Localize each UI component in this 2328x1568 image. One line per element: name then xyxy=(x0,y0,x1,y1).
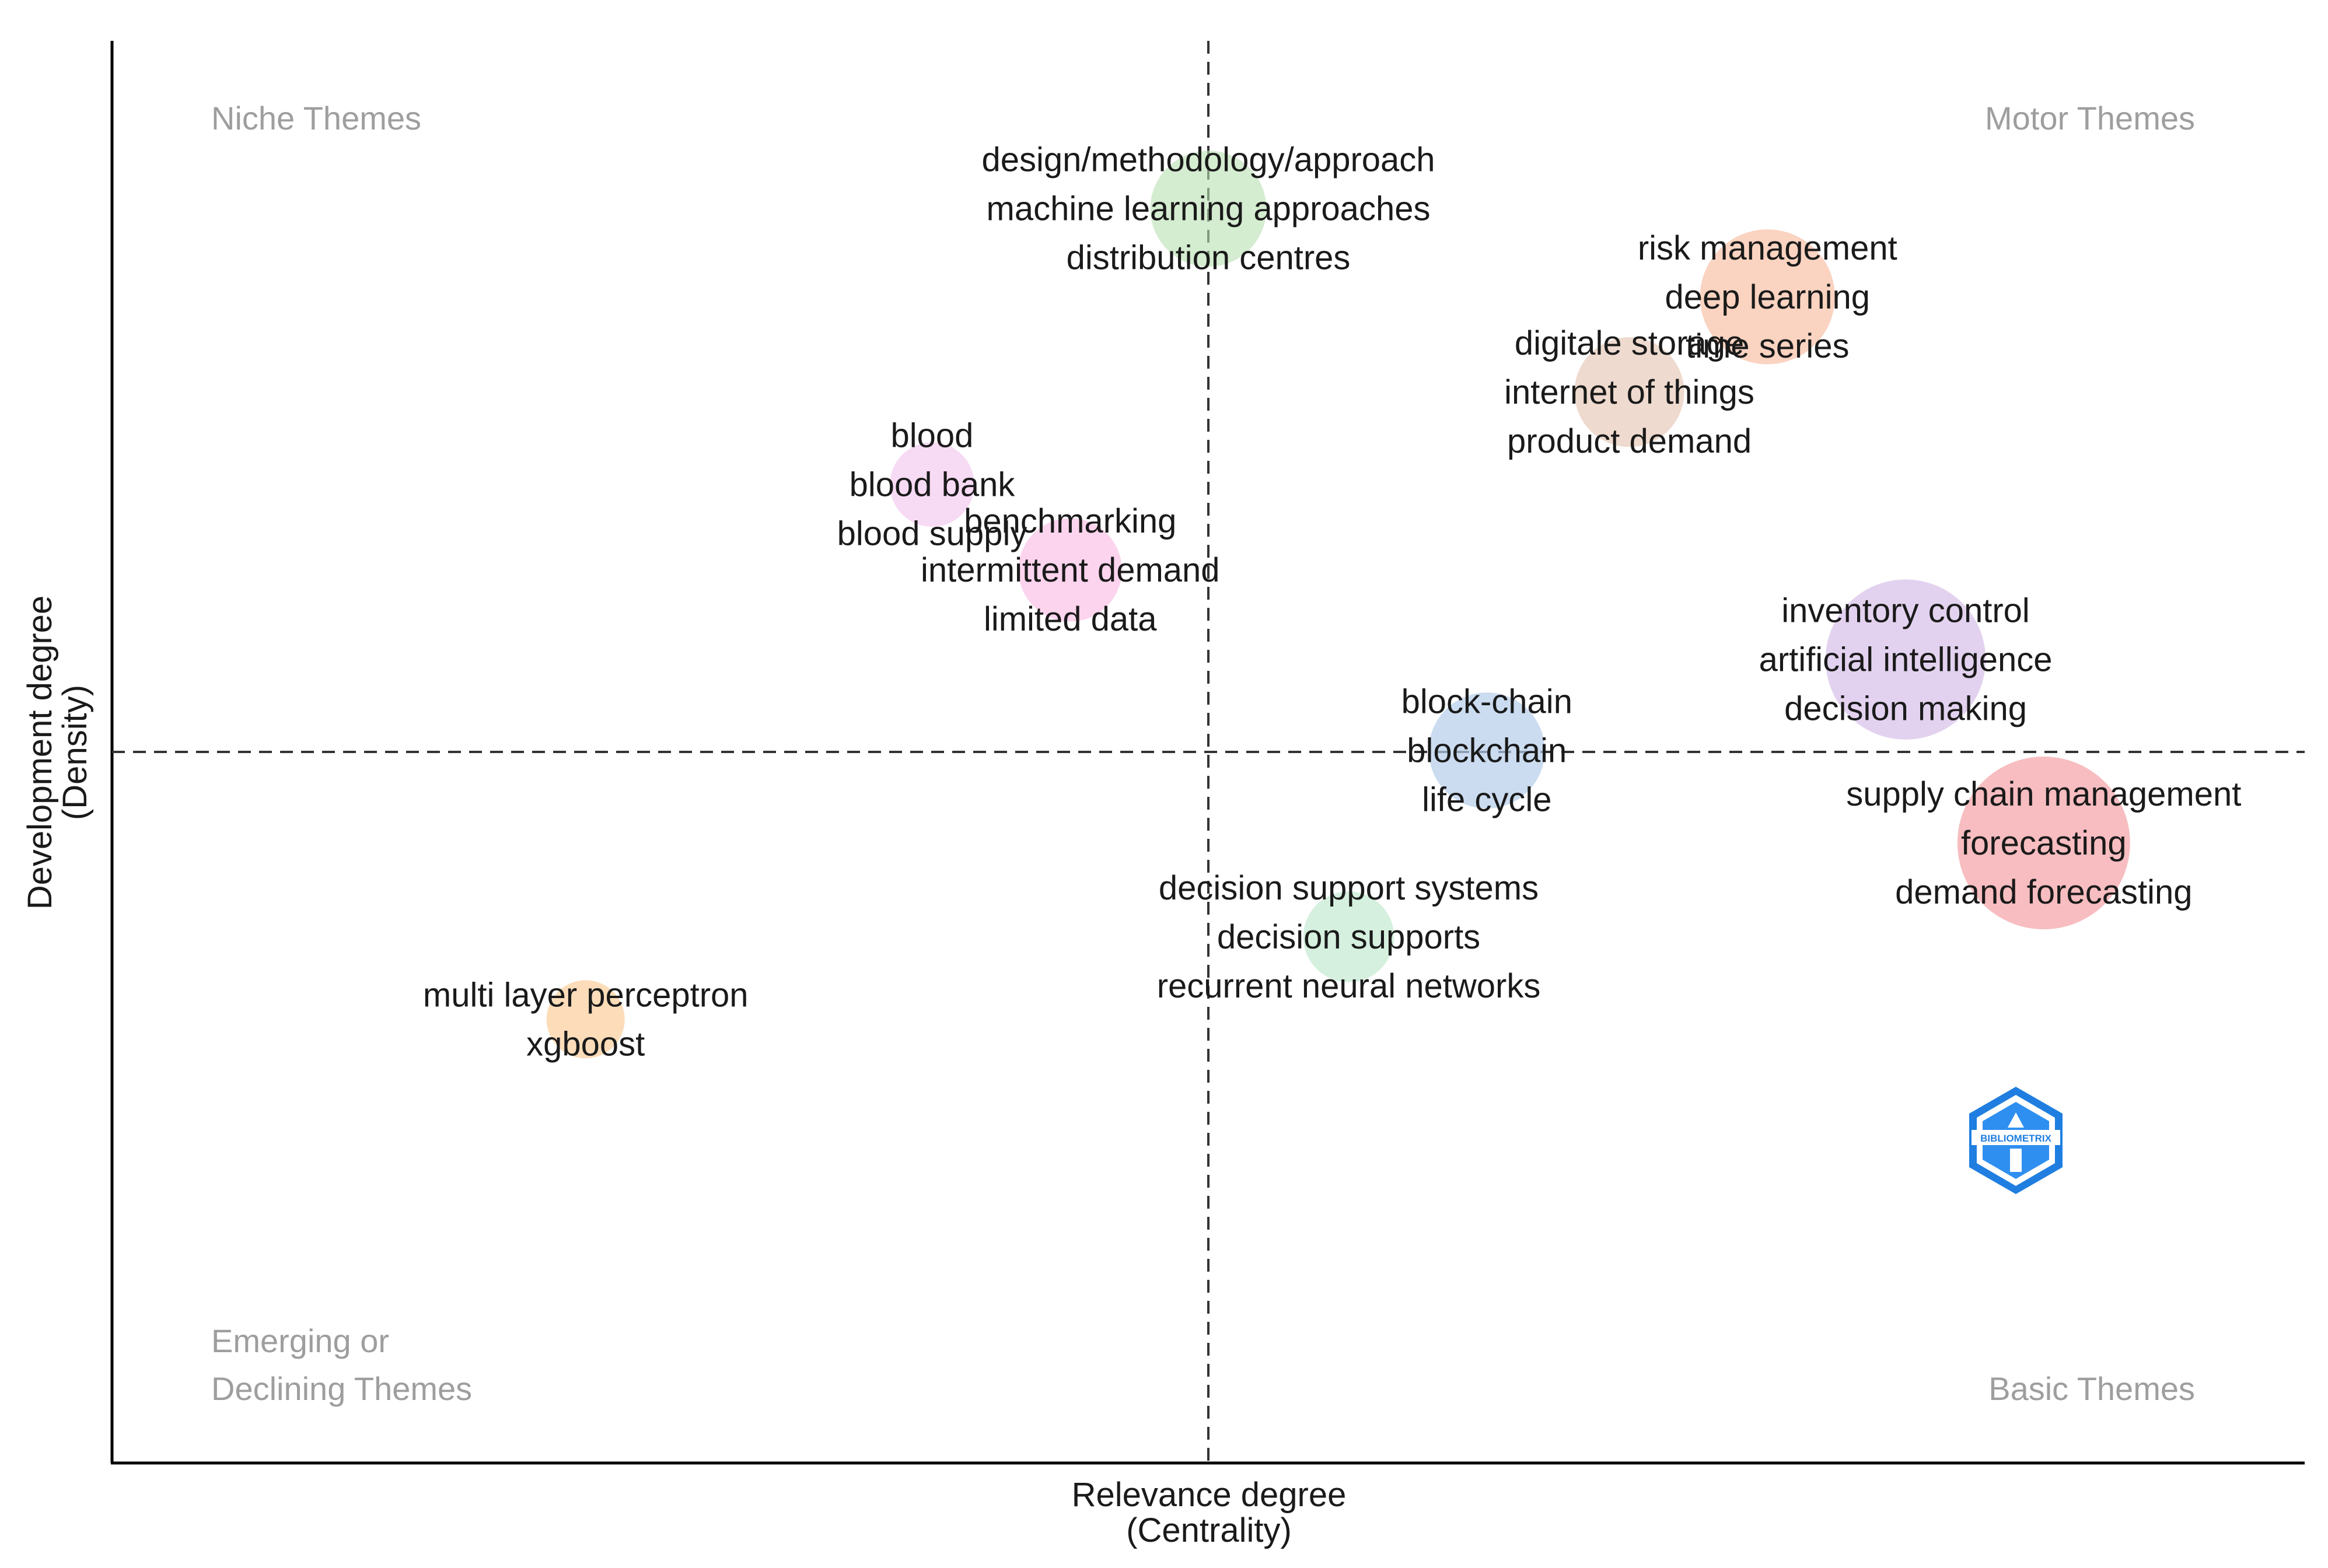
cluster-6-label-1: blockchain xyxy=(1407,732,1567,770)
logo-lighthouse-top xyxy=(2008,1112,2024,1128)
cluster-bubble-4 xyxy=(1018,518,1122,622)
cluster-4-label-2: limited data xyxy=(984,600,1157,638)
cluster-7-label-1: forecasting xyxy=(1961,824,2127,862)
cluster-4-label-1: intermittent demand xyxy=(921,551,1220,589)
cluster-bubble-3 xyxy=(890,442,974,527)
y-axis-subtitle: (Density) xyxy=(56,685,94,820)
logo-lighthouse xyxy=(2010,1149,2022,1172)
bubble-layer xyxy=(546,150,2130,1059)
cluster-6-label-0: block-chain xyxy=(1401,683,1572,721)
cluster-0-label-2: distribution centres xyxy=(1067,239,1351,277)
quadrant-label-emerging-line1: Emerging or xyxy=(211,1322,389,1359)
cluster-3-label-0: blood xyxy=(891,417,974,455)
cluster-8-label-0: decision support systems xyxy=(1159,869,1539,907)
cluster-bubble-5 xyxy=(1825,579,1986,740)
cluster-8-label-2: recurrent neural networks xyxy=(1157,967,1541,1005)
cluster-0-label-1: machine learning approaches xyxy=(987,190,1431,228)
cluster-4-label-0: benchmarking xyxy=(964,502,1176,540)
bibliometrix-logo: BIBLIOMETRIX xyxy=(1969,1087,2063,1194)
cluster-8-label-1: decision supports xyxy=(1217,918,1480,956)
cluster-bubble-7 xyxy=(1957,757,2130,930)
cluster-5-label-1: artificial intelligence xyxy=(1759,641,2053,679)
quadrant-label-basic: Basic Themes xyxy=(1988,1370,2195,1407)
cluster-2-label-1: internet of things xyxy=(1504,373,1754,411)
quadrant-label-emerging-line2: Declining Themes xyxy=(211,1370,472,1407)
cluster-6-label-2: life cycle xyxy=(1422,781,1551,819)
cluster-5-label-0: inventory control xyxy=(1781,592,2030,630)
cluster-9-label-1: xgboost xyxy=(526,1025,645,1063)
cluster-bubble-6 xyxy=(1428,692,1545,808)
cluster-0-label-0: design/methodology/approach xyxy=(981,141,1435,179)
y-axis-title: Development degree xyxy=(21,596,59,909)
cluster-7-label-0: supply chain management xyxy=(1846,775,2241,813)
cluster-3-label-2: blood supply xyxy=(837,515,1027,553)
cluster-bubble-0 xyxy=(1150,150,1267,267)
cluster-bubble-1 xyxy=(1700,229,1835,365)
cluster-9-label-0: multi layer perceptron xyxy=(423,976,749,1014)
logo-banner xyxy=(1972,1130,2060,1145)
cluster-bubble-2 xyxy=(1574,337,1684,447)
cluster-1-label-2: time series xyxy=(1686,327,1849,365)
cluster-7-label-2: demand forecasting xyxy=(1895,873,2192,911)
cluster-1-label-1: deep learning xyxy=(1665,278,1871,316)
x-axis-subtitle: (Centrality) xyxy=(1126,1511,1292,1549)
cluster-2-label-0: digitale storage xyxy=(1515,324,1744,362)
logo-text: BIBLIOMETRIX xyxy=(1980,1133,2051,1144)
quadrant-label-niche: Niche Themes xyxy=(211,100,421,136)
cluster-3-label-1: blood bank xyxy=(850,466,1016,504)
cluster-bubble-8 xyxy=(1303,891,1394,982)
quadrant-label-motor: Motor Themes xyxy=(1985,100,2195,136)
cluster-2-label-2: product demand xyxy=(1507,422,1752,460)
cluster-1-label-0: risk management xyxy=(1638,229,1897,267)
cluster-bubble-9 xyxy=(546,980,625,1059)
x-axis-title: Relevance degree xyxy=(1072,1476,1347,1514)
cluster-5-label-2: decision making xyxy=(1784,690,2027,728)
label-layer: design/methodology/approach machine learn… xyxy=(423,141,2241,1063)
